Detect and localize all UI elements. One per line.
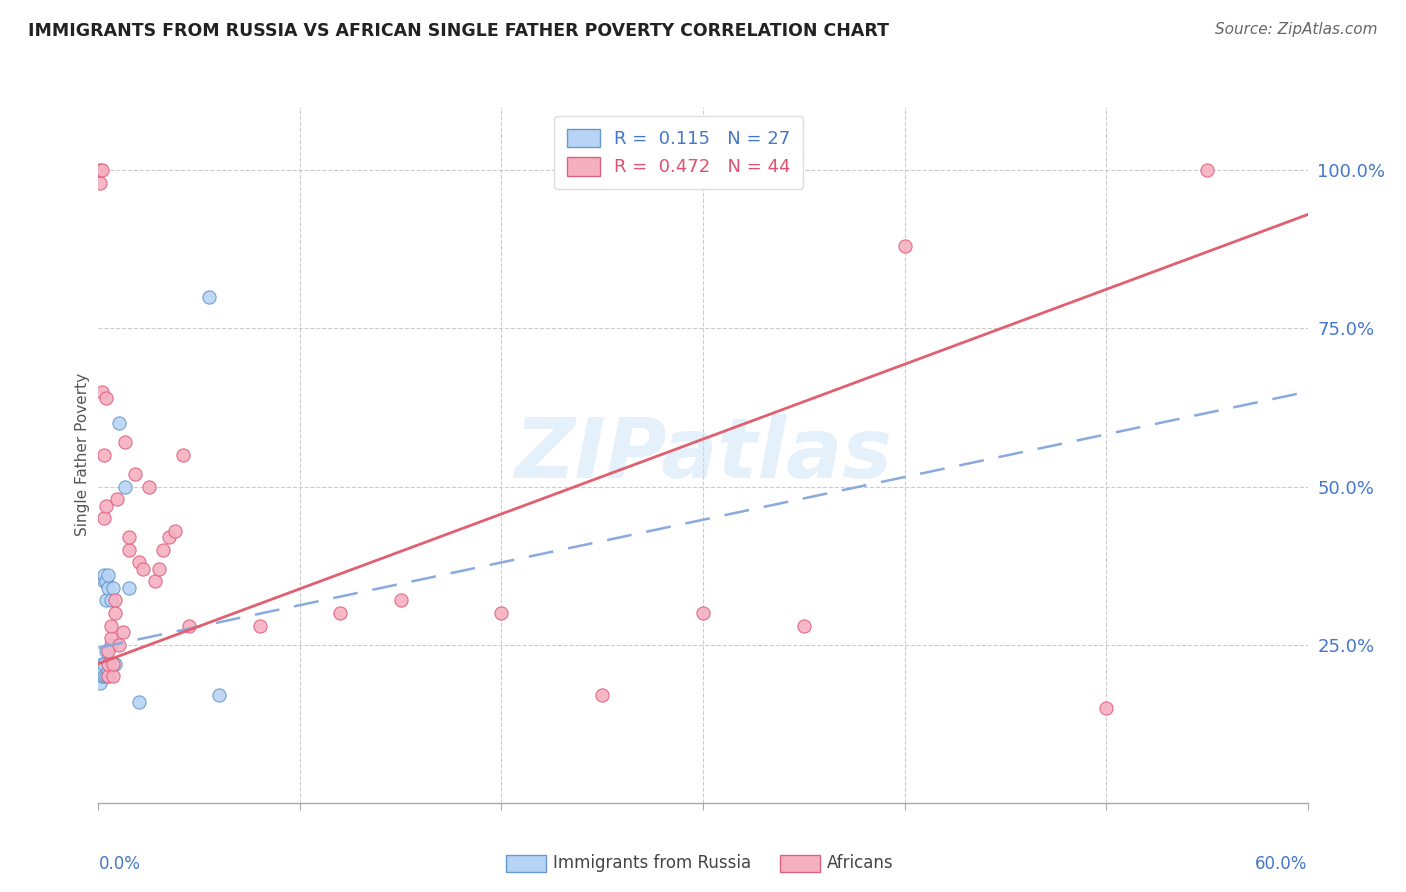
Y-axis label: Single Father Poverty: Single Father Poverty	[75, 374, 90, 536]
Point	[93, 669, 115, 683]
Point	[100, 593, 122, 607]
Point	[179, 618, 201, 632]
Point	[91, 669, 114, 683]
Point	[97, 657, 120, 671]
Point	[101, 581, 124, 595]
Point	[100, 638, 122, 652]
Point	[1095, 701, 1118, 715]
Point	[208, 688, 231, 702]
Point	[89, 163, 111, 178]
Text: IMMIGRANTS FROM RUSSIA VS AFRICAN SINGLE FATHER POVERTY CORRELATION CHART: IMMIGRANTS FROM RUSSIA VS AFRICAN SINGLE…	[28, 22, 889, 40]
Point	[114, 435, 136, 450]
Text: Immigrants from Russia: Immigrants from Russia	[553, 855, 751, 872]
Point	[114, 479, 136, 493]
Point	[96, 593, 118, 607]
Point	[89, 663, 111, 677]
Point	[93, 574, 115, 589]
Point	[124, 467, 146, 481]
Point	[107, 638, 129, 652]
Point	[93, 568, 115, 582]
Point	[101, 669, 124, 683]
Point	[93, 657, 115, 671]
Point	[118, 581, 141, 595]
Text: 60.0%: 60.0%	[1256, 855, 1308, 873]
Point	[105, 492, 128, 507]
Point	[107, 417, 129, 431]
Point	[91, 384, 114, 399]
Point	[96, 644, 118, 658]
Point	[103, 593, 125, 607]
Point	[97, 669, 120, 683]
Legend: R =  0.115   N = 27, R =  0.472   N = 44: R = 0.115 N = 27, R = 0.472 N = 44	[554, 116, 803, 189]
Point	[118, 530, 141, 544]
Point	[101, 657, 124, 671]
Point	[96, 574, 118, 589]
Point	[96, 669, 118, 683]
Point	[132, 562, 155, 576]
Point	[692, 606, 714, 620]
Point	[118, 542, 141, 557]
Text: Africans: Africans	[827, 855, 893, 872]
Point	[91, 163, 114, 178]
Point	[97, 581, 120, 595]
Point	[91, 657, 114, 671]
Point	[89, 176, 111, 190]
Point	[138, 479, 160, 493]
Text: 0.0%: 0.0%	[98, 855, 141, 873]
Point	[103, 657, 125, 671]
Point	[893, 239, 915, 253]
Point	[96, 499, 118, 513]
Point	[93, 448, 115, 462]
Point	[152, 542, 174, 557]
Text: Source: ZipAtlas.com: Source: ZipAtlas.com	[1215, 22, 1378, 37]
Point	[91, 663, 114, 677]
Point	[198, 290, 221, 304]
Point	[172, 448, 194, 462]
Point	[100, 618, 122, 632]
Point	[249, 618, 271, 632]
Point	[103, 606, 125, 620]
Point	[148, 562, 170, 576]
Point	[93, 511, 115, 525]
Point	[157, 530, 180, 544]
Point	[128, 556, 150, 570]
Point	[329, 606, 352, 620]
Point	[100, 632, 122, 646]
Point	[389, 593, 412, 607]
Point	[97, 663, 120, 677]
Point	[97, 644, 120, 658]
Point	[591, 688, 613, 702]
Point	[97, 669, 120, 683]
Point	[163, 524, 186, 538]
Text: ZIPatlas: ZIPatlas	[515, 415, 891, 495]
Point	[491, 606, 513, 620]
Point	[143, 574, 166, 589]
Point	[793, 618, 815, 632]
Point	[97, 568, 120, 582]
Point	[96, 391, 118, 405]
Point	[1195, 163, 1218, 178]
Point	[128, 695, 150, 709]
Point	[111, 625, 134, 640]
Point	[89, 675, 111, 690]
